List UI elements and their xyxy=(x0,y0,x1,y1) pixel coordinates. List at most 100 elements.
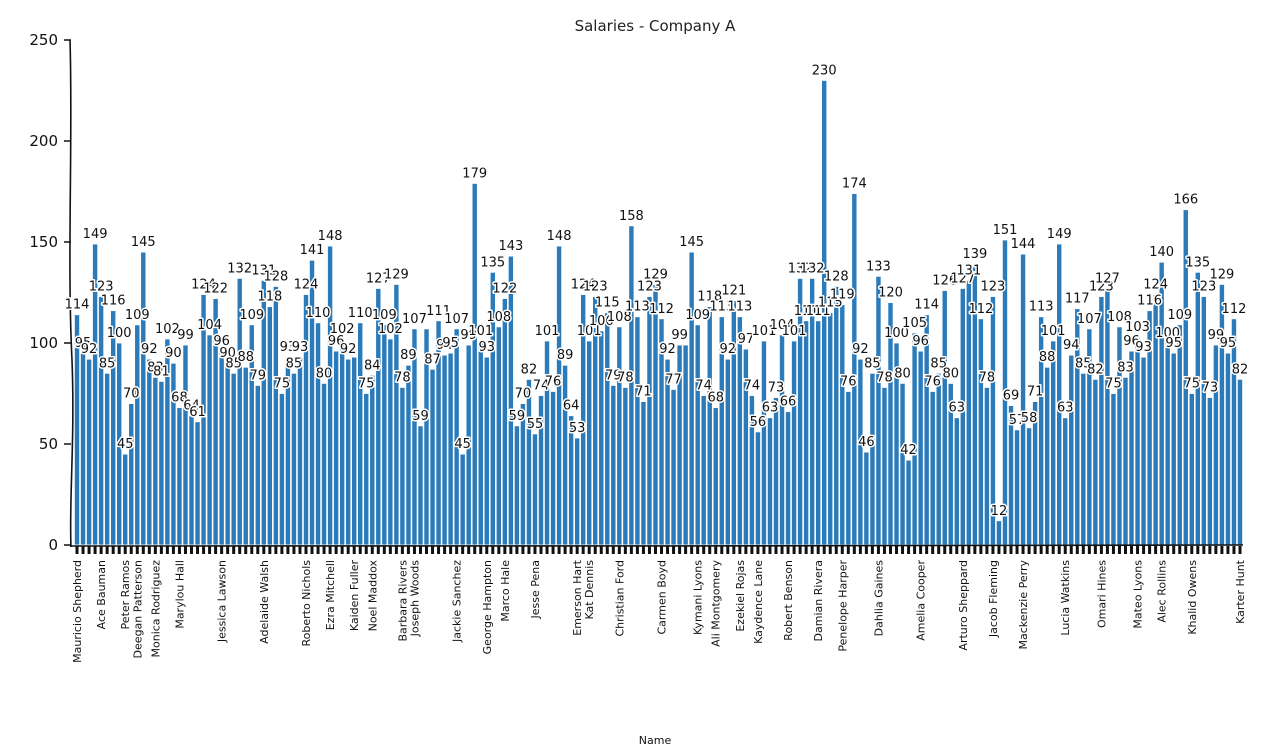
bar-value-label: 76 xyxy=(840,374,857,389)
bar xyxy=(827,312,834,546)
bar-value-label: 85 xyxy=(225,356,242,371)
x-tick-label: Kat Dennis xyxy=(583,560,596,620)
bar xyxy=(1194,271,1201,546)
x-tick-label: Robert Benson xyxy=(782,560,795,641)
bar-value-label: 129 xyxy=(1209,267,1234,282)
bar-value-label: 109 xyxy=(239,308,264,323)
bar-value-label: 80 xyxy=(942,366,959,381)
bar xyxy=(923,314,930,546)
bar xyxy=(905,459,912,546)
bar-value-label: 88 xyxy=(237,350,254,365)
bar-value-label: 145 xyxy=(679,235,704,250)
bar xyxy=(441,354,448,546)
bar-value-label: 123 xyxy=(583,280,608,295)
bar xyxy=(447,352,454,546)
bar-value-label: 71 xyxy=(635,385,652,400)
bar-value-label: 84 xyxy=(364,358,381,373)
bar xyxy=(1218,284,1225,546)
bar xyxy=(959,288,966,546)
x-tick-label: Kymani Lyons xyxy=(692,560,705,635)
bar-value-label: 83 xyxy=(1117,360,1134,375)
bar xyxy=(333,350,340,546)
bar-value-label: 106 xyxy=(589,314,614,329)
bar-value-label: 101 xyxy=(577,324,602,339)
bar-value-label: 124 xyxy=(1143,278,1168,293)
bar xyxy=(284,356,291,546)
bar-value-label: 80 xyxy=(894,366,911,381)
x-tick-label: Jacob Fleming xyxy=(987,560,1000,638)
bar-value-label: 96 xyxy=(328,334,345,349)
bar xyxy=(1098,296,1105,546)
bar-value-label: 97 xyxy=(738,332,755,347)
bar-value-label: 128 xyxy=(824,269,849,284)
x-tick-label: Emerson Hart xyxy=(571,559,584,635)
bar xyxy=(164,338,171,546)
bar xyxy=(953,417,960,546)
bar-value-label: 53 xyxy=(569,421,586,436)
bar xyxy=(260,279,267,546)
bar xyxy=(423,328,430,546)
bar xyxy=(339,338,346,546)
bar-value-label: 140 xyxy=(1149,245,1174,260)
x-tick-label: Kaydence Lane xyxy=(752,560,765,644)
bar xyxy=(188,415,195,546)
bar-value-label: 100 xyxy=(1155,326,1180,341)
x-tick-label: Marco Hale xyxy=(499,560,512,622)
bar xyxy=(574,437,581,546)
bar-value-label: 95 xyxy=(442,336,459,351)
bar xyxy=(290,372,297,546)
bar xyxy=(791,340,798,546)
x-tick-label: Alec Rollins xyxy=(1156,560,1169,623)
bar-value-label: 113 xyxy=(709,300,734,315)
bar-value-label: 78 xyxy=(394,370,411,385)
bar xyxy=(212,298,219,546)
bar xyxy=(652,284,659,546)
bar xyxy=(881,387,888,546)
bar xyxy=(941,290,948,546)
bar-value-label: 96 xyxy=(1123,334,1140,349)
bar xyxy=(1050,340,1057,546)
bar-value-label: 45 xyxy=(117,437,134,452)
bar-value-label: 110 xyxy=(306,306,331,321)
bar-value-label: 127 xyxy=(1095,271,1120,286)
bar-value-label: 92 xyxy=(659,342,676,357)
bar xyxy=(134,324,141,546)
bar-value-label: 92 xyxy=(141,342,158,357)
bar-value-label: 42 xyxy=(900,443,917,458)
bar xyxy=(616,326,623,546)
x-tick-label: Peter Ramos xyxy=(119,560,132,630)
bar xyxy=(375,288,382,546)
bar-value-label: 123 xyxy=(1089,280,1114,295)
bar xyxy=(248,324,255,546)
bar-value-label: 166 xyxy=(1173,193,1198,208)
bar-value-label: 63 xyxy=(949,401,966,416)
bar-value-label: 132 xyxy=(788,261,813,276)
bar xyxy=(254,385,261,546)
bar xyxy=(309,259,316,546)
bar xyxy=(86,358,93,546)
bar-value-label: 148 xyxy=(318,229,343,244)
y-tick-label: 150 xyxy=(29,233,58,251)
bar xyxy=(170,362,177,546)
bar-value-label: 75 xyxy=(1105,377,1122,392)
x-tick-label: Ace Bauman xyxy=(95,560,108,629)
bar xyxy=(531,433,538,546)
bar xyxy=(562,364,569,546)
bar xyxy=(1062,417,1069,546)
bar xyxy=(122,453,129,546)
bar xyxy=(1110,393,1117,546)
bar xyxy=(242,366,249,546)
bar xyxy=(411,328,418,546)
bar xyxy=(580,294,587,546)
bar-value-label: 179 xyxy=(462,166,487,181)
x-axis-title: Name xyxy=(639,734,672,747)
bar-value-label: 80 xyxy=(316,366,333,381)
bar xyxy=(815,320,822,546)
bar-value-label: 116 xyxy=(101,294,126,309)
bar-value-label: 158 xyxy=(619,209,644,224)
bar-value-label: 230 xyxy=(812,63,837,78)
bar-value-label: 96 xyxy=(213,334,230,349)
bar-value-label: 101 xyxy=(535,324,560,339)
x-tick-label: Penelope Harper xyxy=(836,560,849,652)
bar xyxy=(676,344,683,546)
